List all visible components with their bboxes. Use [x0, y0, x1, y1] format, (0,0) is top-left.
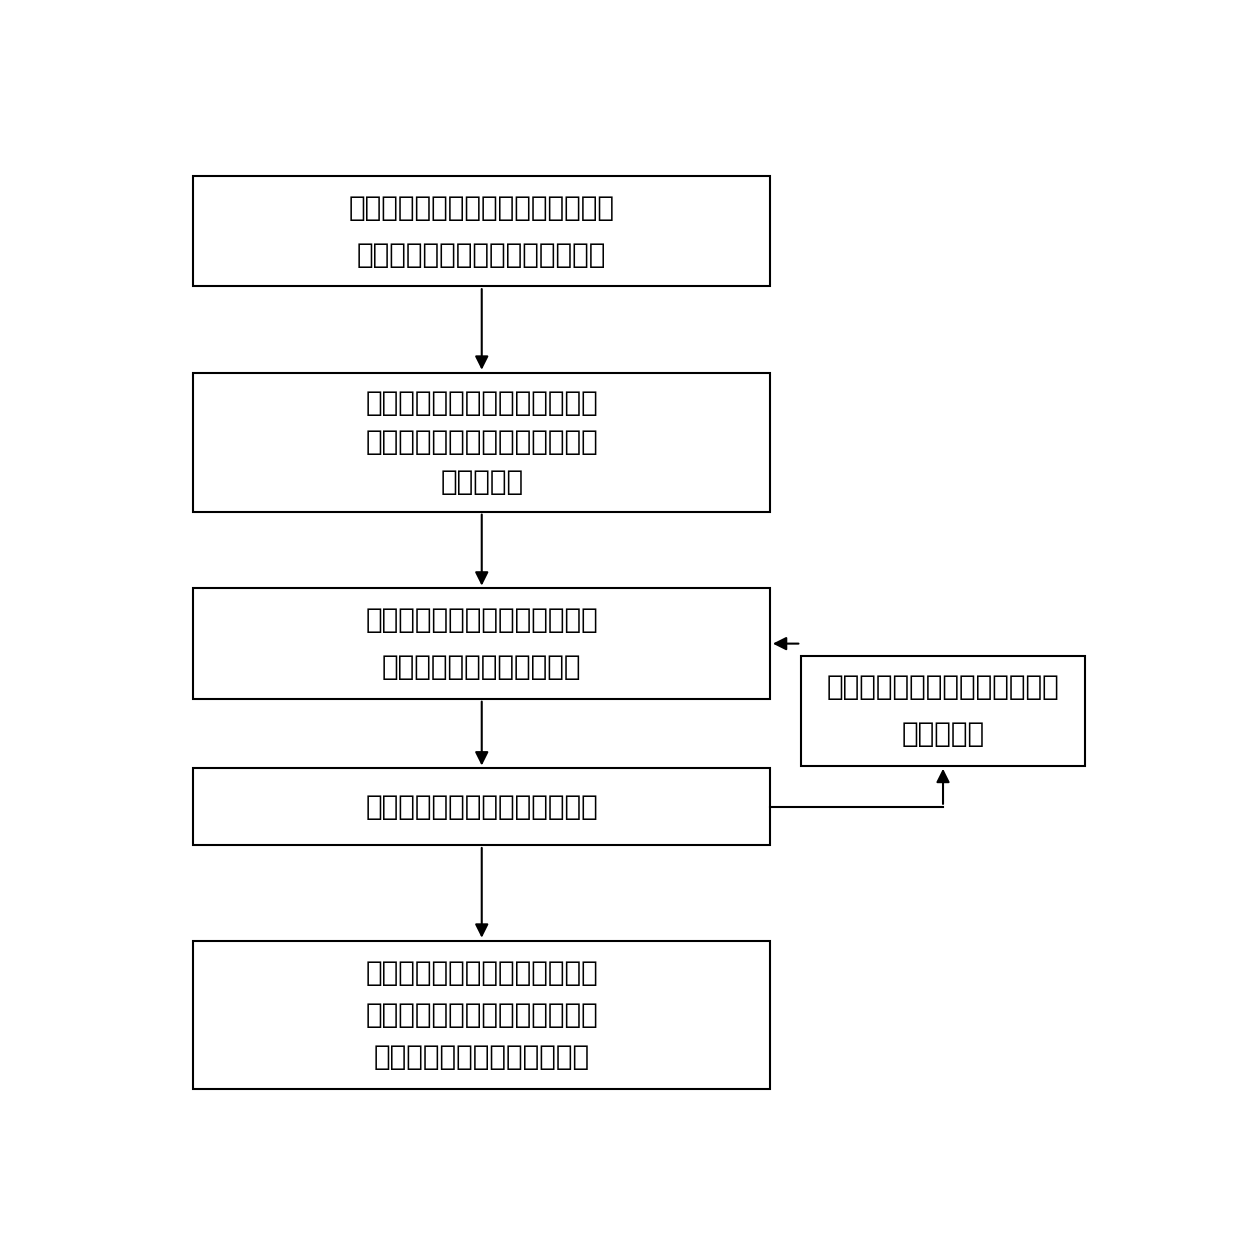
- Text: 引入饱和限制，得到所需控制量: 引入饱和限制，得到所需控制量: [366, 792, 598, 821]
- Text: 离散模型并进一步得到快子系统: 离散模型并进一步得到快子系统: [366, 429, 598, 456]
- Text: 根据高超声速飞行器纵向通道模型，: 根据高超声速飞行器纵向通道模型，: [348, 193, 615, 222]
- Text: 的预测模型: 的预测模型: [440, 467, 523, 496]
- FancyBboxPatch shape: [193, 941, 770, 1089]
- FancyBboxPatch shape: [193, 176, 770, 287]
- FancyBboxPatch shape: [193, 588, 770, 699]
- Text: 经网络估计设计辅助控制器: 经网络估计设计辅助控制器: [382, 653, 582, 682]
- Text: 引入辅助误差变量，设计神经网: 引入辅助误差变量，设计神经网: [827, 673, 1059, 701]
- Text: 按照上述结果得到高超声速飞行: 按照上述结果得到高超声速飞行: [366, 958, 598, 987]
- Text: 器控制输入（舵偏角和节流阀开: 器控制输入（舵偏角和节流阀开: [366, 1001, 598, 1029]
- Text: 络自适应律: 络自适应律: [901, 720, 985, 749]
- Text: 度）以实现高度和速度的跟踪: 度）以实现高度和速度的跟踪: [373, 1043, 590, 1072]
- FancyBboxPatch shape: [193, 769, 770, 845]
- Text: 结合时标功能分解得到三个子系统: 结合时标功能分解得到三个子系统: [357, 240, 606, 269]
- FancyBboxPatch shape: [801, 655, 1085, 766]
- FancyBboxPatch shape: [193, 373, 770, 512]
- Text: 基于标称反馈，误差反馈以及神: 基于标称反馈，误差反馈以及神: [366, 606, 598, 634]
- Text: 利用欧拉近似法，建立子系统的: 利用欧拉近似法，建立子系统的: [366, 389, 598, 416]
